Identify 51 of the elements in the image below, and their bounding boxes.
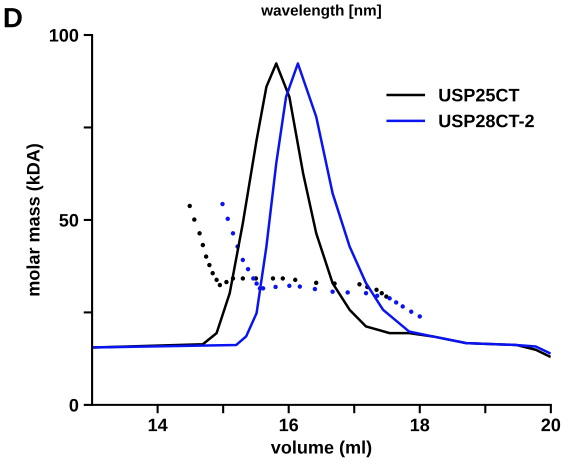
y-tick-label: 100 [50,28,78,42]
point [188,204,192,208]
point [380,290,384,296]
y-tick-label: 50 [59,214,78,227]
point [418,314,422,319]
point [409,309,414,314]
point [314,280,318,286]
point [218,282,222,288]
x-axis-title: volume (ml) [270,440,372,458]
point [312,286,318,292]
x-tick-label: 20 [541,418,560,432]
point [197,231,202,236]
point [220,202,225,206]
point [364,290,368,296]
point [345,290,350,295]
point [226,216,230,222]
x-tick-label: 16 [280,418,298,432]
point [210,271,215,276]
point [330,290,335,294]
point [357,282,362,286]
x-tick-label: 18 [410,418,430,432]
point [273,284,278,290]
point [207,262,212,268]
point [200,242,206,248]
y-axis-title: molar mass (kDA) [26,144,44,296]
chart-title: wavelength [nm] [261,4,381,19]
point [240,258,246,262]
y-tick-label: 0 [70,398,78,412]
point [280,276,285,281]
point [251,276,256,281]
point [214,278,219,282]
point [287,284,292,288]
point [240,276,246,281]
point [384,294,389,299]
legend-label: USP25CT [439,88,520,102]
point [192,217,197,222]
point [224,280,229,284]
point [374,288,379,292]
legend-label: USP28CT-2 [439,114,534,128]
point [387,296,392,301]
point [400,304,405,309]
text: D [4,8,22,28]
point [394,300,398,305]
point [230,231,236,236]
point [246,266,250,272]
point [293,278,298,282]
x-tick-label: 14 [148,418,168,432]
point [298,284,302,289]
point [204,254,208,259]
point [254,281,259,286]
point [270,276,276,281]
